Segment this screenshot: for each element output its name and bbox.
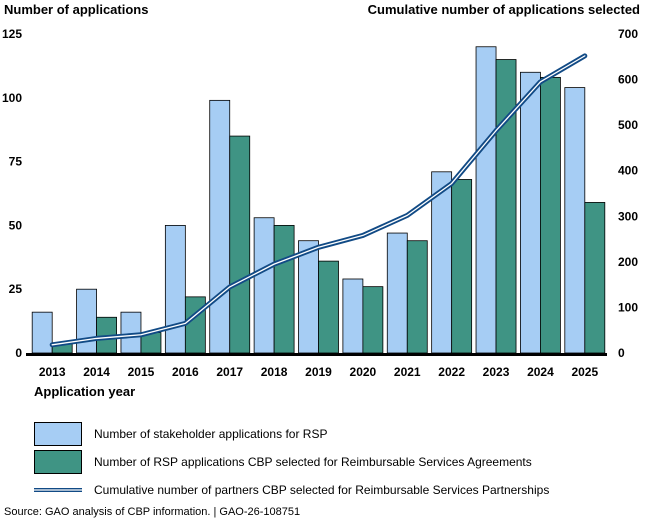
x-tick-2024: 2024 (527, 365, 554, 379)
bar-applications-2014 (76, 288, 97, 354)
y-left-tick-75: 75 (9, 155, 23, 169)
bar-agreements-2017 (229, 135, 251, 354)
bar-applications-2025 (564, 87, 586, 354)
legend-item-cumulative: Cumulative number of partners CBP select… (34, 478, 634, 504)
bar-agreements-2018 (273, 224, 295, 354)
y-axis-left-title: Number of applications (4, 2, 149, 17)
y-axis-right-title: Cumulative number of applications select… (367, 2, 640, 17)
legend-swatch-agreements (34, 450, 82, 474)
y-left-tick-50: 50 (9, 218, 23, 232)
line-cumulative-highlight (51, 55, 586, 346)
bar-applications-2016 (164, 224, 186, 354)
y-right-tick-600: 600 (618, 73, 638, 87)
bar-agreements-2020 (362, 286, 384, 354)
bar-agreements-2025 (584, 202, 606, 354)
bar-agreements-2016 (184, 296, 206, 354)
legend-swatch-applications (34, 422, 82, 446)
y-right-tick-500: 500 (618, 118, 638, 132)
bar-applications-2019 (298, 240, 319, 354)
x-tick-2018: 2018 (261, 365, 288, 379)
x-tick-2023: 2023 (483, 365, 510, 379)
bar-applications-2022 (431, 171, 453, 354)
bar-agreements-2021 (406, 240, 428, 354)
y-right-tick-200: 200 (618, 255, 638, 269)
bar-applications-2021 (386, 232, 408, 354)
legend-label-applications: Number of stakeholder applications for R… (94, 427, 328, 441)
x-tick-2019: 2019 (305, 365, 332, 379)
legend-item-applications: Number of stakeholder applications for R… (34, 422, 634, 448)
bar-applications-2023 (475, 46, 497, 354)
bar-applications-2024 (520, 71, 541, 354)
bar-applications-2018 (253, 217, 275, 354)
source-note: Source: GAO analysis of CBP information.… (4, 506, 301, 518)
y-right-tick-0: 0 (618, 346, 625, 360)
legend-item-agreements: Number of RSP applications CBP selected … (34, 450, 634, 476)
x-tick-2022: 2022 (438, 365, 465, 379)
bar-agreements-2023 (495, 59, 517, 354)
x-axis-title: Application year (34, 384, 136, 399)
y-left-tick-25: 25 (9, 282, 23, 296)
y-right-tick-100: 100 (618, 300, 638, 314)
x-tick-2020: 2020 (350, 365, 377, 379)
y-left-tick-0: 0 (15, 346, 22, 360)
legend-label-cumulative: Cumulative number of partners CBP select… (94, 483, 550, 497)
bar-agreements-2022 (451, 179, 473, 354)
x-tick-2014: 2014 (83, 365, 110, 379)
x-tick-2017: 2017 (216, 365, 243, 379)
y-left-tick-100: 100 (2, 91, 22, 105)
y-right-tick-400: 400 (618, 164, 638, 178)
y-right-tick-300: 300 (618, 209, 638, 223)
chart-plot: 0 25 50 75 100 125 0 100 200 300 400 500 600 700 2013 2… (2, 27, 638, 379)
bar-agreements-2019 (318, 260, 339, 354)
y-right-tick-700: 700 (618, 27, 638, 41)
x-tick-2013: 2013 (39, 365, 66, 379)
x-tick-2021: 2021 (394, 365, 421, 379)
bar-applications-2013 (31, 311, 53, 354)
x-tick-2015: 2015 (128, 365, 155, 379)
y-left-tick-125: 125 (2, 27, 22, 41)
legend-swatch-cumulative (34, 488, 82, 492)
bar-agreements-2024 (540, 76, 561, 354)
bar-applications-2017 (209, 99, 231, 354)
bar-applications-2020 (342, 278, 364, 354)
x-tick-2016: 2016 (172, 365, 199, 379)
legend-label-agreements: Number of RSP applications CBP selected … (94, 455, 532, 469)
x-tick-2025: 2025 (571, 365, 598, 379)
